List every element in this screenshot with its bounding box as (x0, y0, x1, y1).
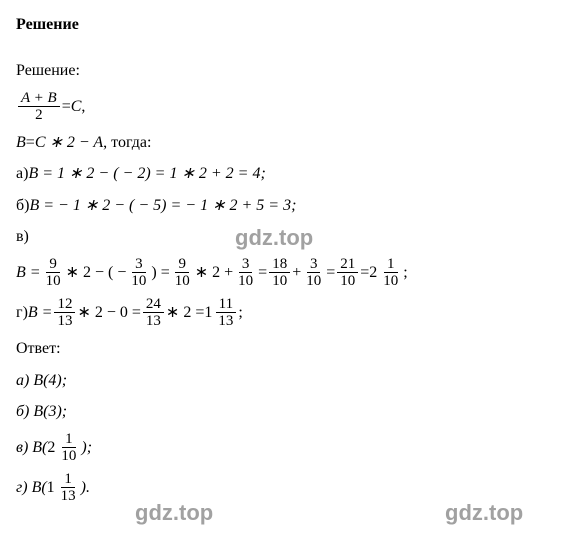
answer-a: а) B(4); (16, 368, 571, 394)
item-g-pre: B = (28, 300, 53, 326)
frac-denominator: 10 (43, 273, 64, 290)
frac-denominator: 10 (303, 273, 324, 290)
text-segment: ∗ 2 − 0 = (77, 300, 140, 326)
text-segment: ) = (151, 260, 169, 286)
mixed-whole: 2 (47, 435, 55, 461)
page-title: Решение (16, 16, 571, 34)
mixed-1-1-13-ans: 1 1 13 (47, 471, 81, 505)
item-b: б) B = − 1 ∗ 2 − ( − 5) = − 1 ∗ 2 + 5 = … (16, 193, 571, 219)
frac-denominator: 13 (54, 313, 75, 330)
frac-denominator: 10 (172, 273, 193, 290)
frac-denominator: 10 (235, 273, 256, 290)
mixed-whole: 1 (47, 475, 55, 501)
frac-numerator: 18 (269, 256, 290, 274)
text-segment: = (360, 260, 369, 286)
frac-numerator: 3 (307, 256, 321, 274)
fraction-3-10-c: 3 10 (303, 256, 324, 290)
semicolon: ; (238, 300, 242, 326)
frac-denominator: 13 (143, 313, 164, 330)
answer-b: б) B(3); (16, 399, 571, 425)
item-v-pre: B = (16, 260, 41, 286)
frac-numerator: 1 (384, 256, 398, 274)
comma: , (81, 94, 85, 120)
item-b-label: б) (16, 193, 29, 219)
answer-v: в) B( 2 1 10 ); (16, 431, 571, 465)
frac-denominator: 10 (128, 273, 149, 290)
mixed-fraction: 1 13 (58, 471, 79, 505)
semicolon: ; (403, 260, 407, 286)
item-a-expression: B = 1 ∗ 2 − ( − 2) = 1 ∗ 2 + 2 = 4; (28, 161, 265, 187)
variable-b: B (16, 130, 26, 156)
text-segment: ∗ 2 = (166, 300, 204, 326)
text-segment: + (292, 260, 301, 286)
mixed-fraction: 1 10 (58, 431, 79, 465)
mixed-fraction: 1 10 (380, 256, 401, 290)
fraction-21-10: 21 10 (337, 256, 358, 290)
answer-a-text: а) B(4); (16, 368, 67, 394)
mixed-1-11-13: 1 11 13 (204, 296, 238, 330)
frac-denominator: 10 (269, 273, 290, 290)
frac-numerator: 21 (337, 256, 358, 274)
text-segment: ∗ 2 + (195, 260, 233, 286)
formula-rhs: C ∗ 2 − A (35, 130, 103, 156)
item-g: г) B = 12 13 ∗ 2 − 0 = 24 13 ∗ 2 = 1 11 … (16, 296, 571, 330)
intro-label: Решение: (16, 58, 571, 84)
item-a-label: а) (16, 161, 28, 187)
frac-numerator: 1 (61, 471, 75, 489)
mixed-2-1-10: 2 1 10 (369, 256, 403, 290)
frac-numerator: 1 (62, 431, 76, 449)
answer-g: г) B( 1 1 13 ). (16, 471, 571, 505)
frac-numerator: 24 (143, 296, 164, 314)
variable-c: C (71, 94, 82, 120)
then-text: , тогда: (103, 130, 151, 156)
frac-numerator: 3 (239, 256, 253, 274)
mixed-whole: 1 (204, 300, 212, 326)
fraction-24-13: 24 13 (143, 296, 164, 330)
item-v-label-line: в) (16, 224, 571, 250)
frac-denominator: 13 (215, 313, 236, 330)
answer-v-end: ); (81, 435, 92, 461)
frac-numerator: A + B (18, 90, 60, 108)
fraction-3-10-b: 3 10 (235, 256, 256, 290)
answer-label: Ответ: (16, 336, 571, 362)
frac-numerator: 12 (54, 296, 75, 314)
fraction-9-10-b: 9 10 (172, 256, 193, 290)
equation-definition: A + B 2 = C , (16, 90, 571, 124)
frac-denominator: 2 (32, 107, 46, 124)
frac-numerator: 11 (216, 296, 236, 314)
mixed-fraction: 11 13 (215, 296, 236, 330)
fraction-ab-2: A + B 2 (18, 90, 60, 124)
text-segment: = (258, 260, 267, 286)
answer-b-text: б) B(3); (16, 399, 67, 425)
mixed-2-1-10-ans: 2 1 10 (47, 431, 81, 465)
equals-sign: = (62, 94, 71, 120)
item-v-label: в) (16, 224, 29, 250)
fraction-18-10: 18 10 (269, 256, 290, 290)
item-a: а) B = 1 ∗ 2 − ( − 2) = 1 ∗ 2 + 2 = 4; (16, 161, 571, 187)
answer-g-pre: г) B( (16, 475, 47, 501)
answer-g-end: ). (81, 475, 90, 501)
mixed-whole: 2 (369, 260, 377, 286)
derived-formula: B = C ∗ 2 − A , тогда: (16, 130, 571, 156)
item-v-expression: B = 9 10 ∗ 2 − ( − 3 10 ) = 9 10 ∗ 2 + 3… (16, 256, 571, 290)
answer-v-pre: в) B( (16, 435, 47, 461)
item-g-label: г) (16, 300, 28, 326)
frac-numerator: 9 (46, 256, 60, 274)
text-segment: ∗ 2 − ( − (66, 260, 127, 286)
frac-denominator: 10 (58, 448, 79, 465)
frac-denominator: 13 (58, 488, 79, 505)
equals-sign: = (26, 130, 35, 156)
item-b-expression: B = − 1 ∗ 2 − ( − 5) = − 1 ∗ 2 + 5 = 3; (29, 193, 296, 219)
frac-numerator: 3 (132, 256, 146, 274)
frac-numerator: 9 (175, 256, 189, 274)
frac-denominator: 10 (380, 273, 401, 290)
frac-denominator: 10 (337, 273, 358, 290)
fraction-3-10-a: 3 10 (128, 256, 149, 290)
fraction-12-13: 12 13 (54, 296, 75, 330)
fraction-9-10: 9 10 (43, 256, 64, 290)
text-segment: = (326, 260, 335, 286)
